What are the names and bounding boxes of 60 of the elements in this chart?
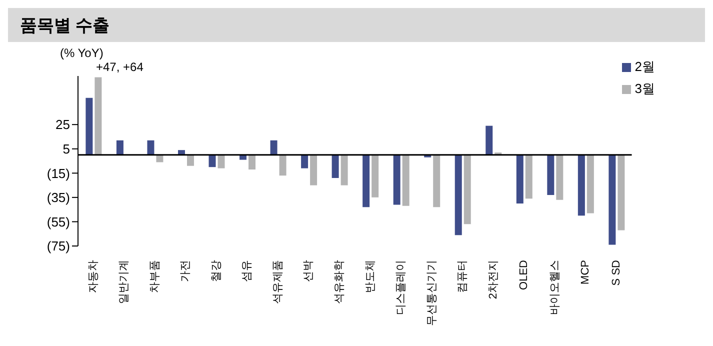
x-tick-label: OLED (518, 260, 530, 290)
x-tick-label: 철강 (210, 260, 222, 282)
bar (454, 154, 462, 236)
bar (270, 140, 278, 155)
bar (340, 154, 348, 186)
bar (240, 154, 247, 160)
bar (310, 154, 318, 186)
y-tick-label: (35) (46, 190, 70, 206)
x-tick-label: 바이오헬스 (548, 260, 561, 315)
x-tick-label: 선박 (302, 260, 315, 282)
bar (586, 154, 594, 214)
x-tick-label: MCP (580, 260, 592, 284)
x-tick-label: 가전 (180, 260, 192, 282)
x-tick-label: 석유화학 (334, 260, 346, 304)
bar (248, 154, 256, 170)
x-tick-label: 차부품 (148, 260, 161, 293)
text: +47, +64 (96, 60, 144, 74)
x-tick-label: 섬유 (241, 260, 254, 282)
chart-title: 품목별 수출 (8, 8, 705, 42)
y-tick-label: 5 (62, 141, 70, 156)
legend-label: 3월 (634, 81, 655, 96)
bar (147, 140, 154, 155)
bar (464, 154, 471, 224)
y-tick-label: 25 (56, 117, 70, 132)
bar (372, 154, 379, 198)
x-tick-label: 일반기계 (118, 260, 130, 304)
x-tick-label: 자동차 (87, 260, 100, 293)
bar (393, 154, 400, 205)
bar (578, 154, 585, 216)
x-tick-label: 무선통신기기 (426, 260, 438, 326)
legend-label: 2월 (634, 59, 655, 74)
x-tick-label: 컴퓨터 (456, 260, 469, 293)
y-tick-label: (75) (46, 238, 70, 254)
bar (516, 154, 524, 204)
bar (86, 98, 93, 155)
x-tick-label: S SD (610, 260, 622, 286)
bar (94, 77, 102, 155)
bar (279, 154, 286, 176)
bar (218, 154, 225, 168)
bar (618, 154, 625, 230)
bar (301, 154, 308, 168)
bar (332, 154, 339, 178)
bar (608, 154, 616, 245)
x-tick-label: 2차전지 (487, 260, 500, 300)
bar (402, 154, 410, 206)
bar (525, 154, 532, 199)
bar (486, 126, 493, 155)
bar (362, 154, 370, 208)
bar (208, 154, 216, 168)
x-tick-label: 디스플레이 (395, 260, 408, 315)
y-axis-title: (% YoY) (60, 46, 104, 60)
bar (547, 154, 554, 195)
bar (433, 154, 440, 208)
bar (556, 154, 564, 200)
x-tick-label: 석유제품 (272, 260, 284, 304)
y-tick-label: (55) (46, 214, 70, 230)
y-tick-label: (15) (46, 166, 70, 181)
bar (186, 154, 194, 166)
bar (116, 140, 124, 155)
x-tick-label: 반도체 (364, 260, 376, 293)
